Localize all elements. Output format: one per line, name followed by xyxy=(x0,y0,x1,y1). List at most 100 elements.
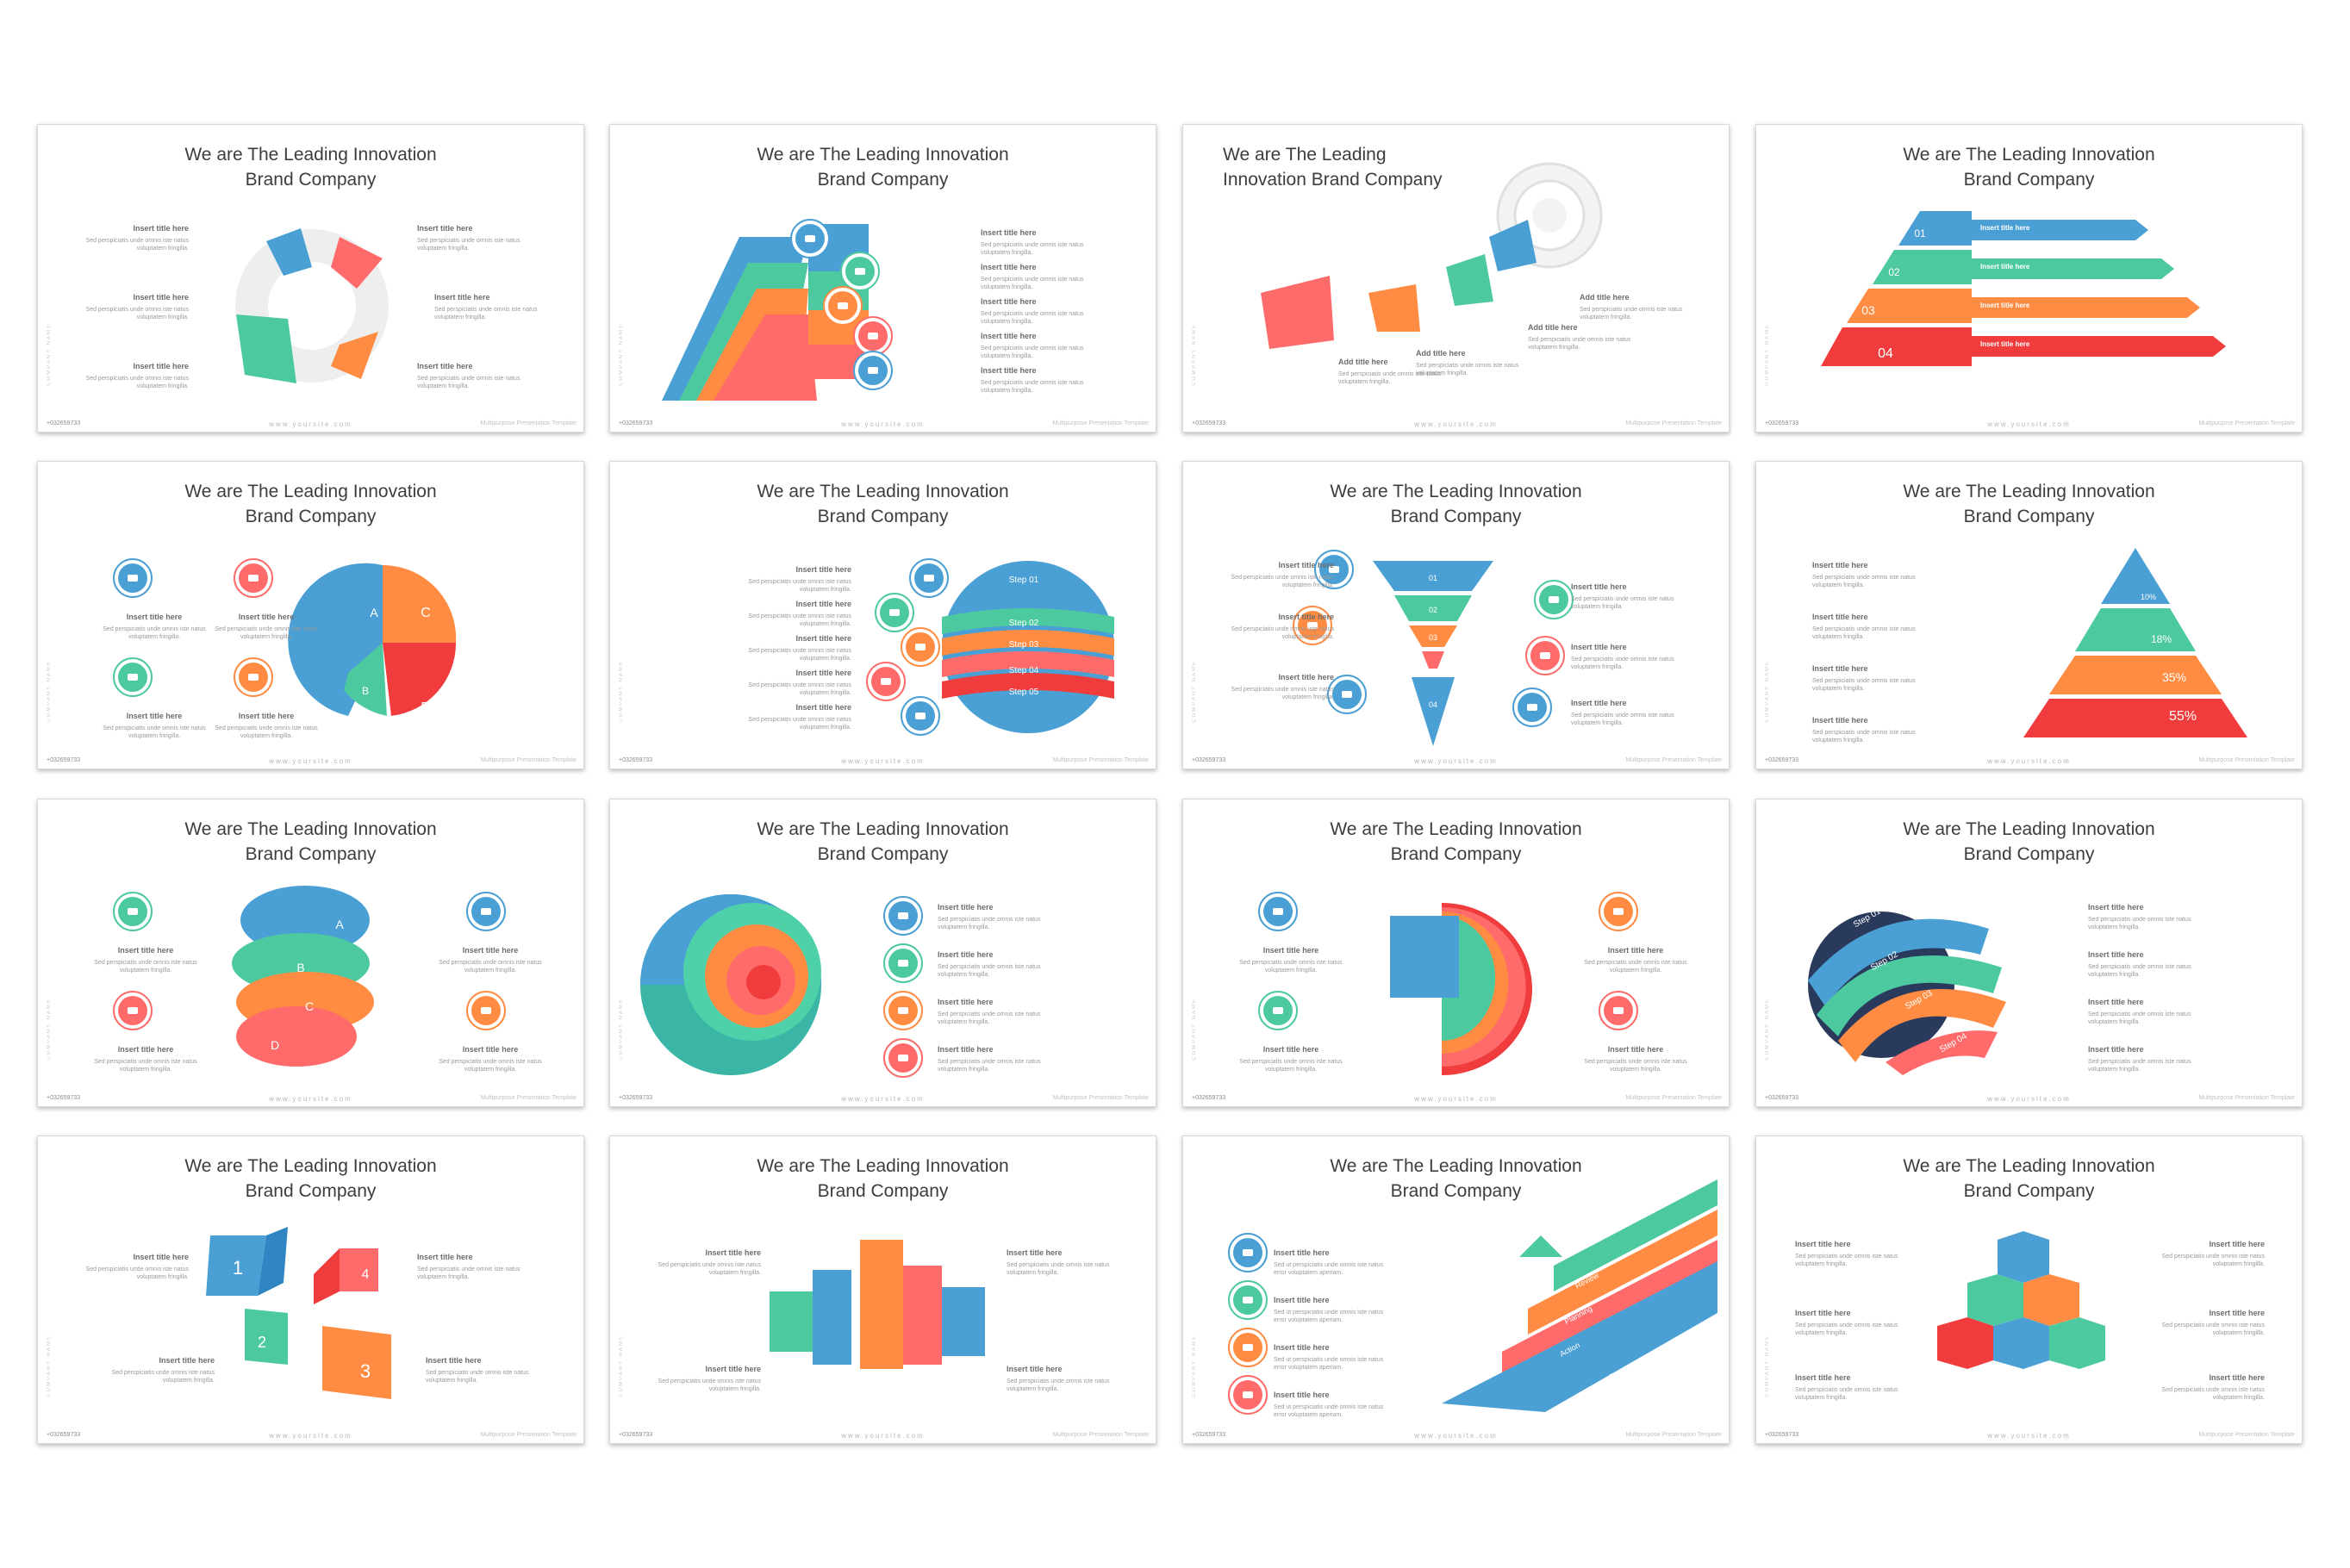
icon-1 xyxy=(113,892,153,931)
icon-2 xyxy=(1228,1280,1268,1320)
placeholder-title: Insert title here xyxy=(159,1356,215,1365)
slide-title: We are The Leading Innovation Brand Comp… xyxy=(1903,145,2155,190)
footer-template-name: Multipurpose Presentation Template xyxy=(1052,1432,1149,1438)
placeholder-text: Insert title here Sed perspiciatis unde o… xyxy=(1580,946,1692,974)
placeholder-title: Add title here xyxy=(1416,349,1466,358)
footer-url: www.yoursite.com xyxy=(1414,1095,1498,1103)
slide-thumbnail[interactable]: 01 02 03 04 We are The Leading Innovation B… xyxy=(1755,124,2303,432)
pct-18: 18% xyxy=(2151,633,2172,645)
placeholder-title: Insert title here xyxy=(126,613,183,621)
side-company-name: COMPANY NAME xyxy=(1192,323,1197,386)
icon-3 xyxy=(823,286,863,326)
slide-thumbnail[interactable]: Step 01 Step 02 Step 03 Step 04 We are The … xyxy=(1755,799,2303,1107)
slide-graphic xyxy=(1258,892,1638,1075)
placeholder-text: Insert title here Sed perspiciatis unde o… xyxy=(2088,950,2200,979)
icon-4 xyxy=(1228,1375,1268,1415)
side-company-name: COMPANY NAME xyxy=(1192,1335,1197,1397)
icon-5 xyxy=(853,351,893,390)
slide-thumbnail[interactable]: We are The Leading Innovation Brand Comp… xyxy=(1182,124,1730,432)
placeholder-body: Sed perspiciatis unde omnis iste natus v… xyxy=(417,238,520,252)
pct-35: 35% xyxy=(2162,670,2186,684)
slide-thumbnail[interactable]: A B C D We are The Leading Innovation Brand… xyxy=(37,461,584,769)
footer-id: +032659733 xyxy=(47,420,81,426)
icon-3 xyxy=(1228,1328,1268,1367)
placeholder-body: Sed perspiciatis unde omnis iste natus v… xyxy=(1580,307,1683,320)
placeholder-title: Insert title here xyxy=(117,1045,174,1054)
slide-title: We are The Leading Innovation Brand Comp… xyxy=(1903,819,2155,864)
icon-2 xyxy=(1293,606,1332,645)
slide-graphic xyxy=(1937,1231,2105,1369)
slide-thumbnail[interactable]: Review Planning Action Development We are T… xyxy=(1182,1136,1730,1444)
slide-thumbnail[interactable]: We are The Leading Innovation Brand Comp… xyxy=(1755,1136,2303,1444)
icon-1 xyxy=(909,558,949,598)
side-company-name: COMPANY NAME xyxy=(1192,660,1197,723)
footer-url: www.yoursite.com xyxy=(269,1432,352,1440)
slide-thumbnail[interactable]: We are The Leading Innovation Brand Comp… xyxy=(1182,799,1730,1107)
step-label-02: 02 xyxy=(1888,266,1900,278)
placeholder-body: Sed perspiciatis unde omnis iste natus v… xyxy=(2088,1059,2191,1073)
icon-2 xyxy=(875,593,914,632)
label-a: A xyxy=(370,606,378,619)
icon-1 xyxy=(113,558,153,598)
icon-1 xyxy=(1258,892,1298,931)
slide-graphic xyxy=(770,1240,985,1369)
label-b: B xyxy=(296,961,304,974)
side-company-name: COMPANY NAME xyxy=(1765,998,1770,1061)
placeholder-text: Insert title here Sed perspiciatis unde o… xyxy=(938,998,1050,1026)
target-arrows xyxy=(1261,162,1603,349)
slide-thumbnail[interactable]: We are The Leading Innovation Brand Comp… xyxy=(37,124,584,432)
placeholder-body: Sed perspiciatis unde omnis iste natus v… xyxy=(434,307,538,320)
placeholder-title: Insert title here xyxy=(434,293,490,302)
icon-4 xyxy=(883,1038,923,1078)
footer-id: +032659733 xyxy=(619,420,653,426)
slide-thumbnail[interactable]: 01 02 03 04 We are The Leading Innovation B… xyxy=(1182,461,1730,769)
step-3: Step 03 xyxy=(1009,640,1039,650)
placeholder-body: Sed perspiciatis unde omnis iste natus v… xyxy=(85,1266,189,1280)
placeholder-title: Insert title here xyxy=(1278,673,1334,681)
placeholder-body: Sed perspiciatis unde omnis iste natus v… xyxy=(1584,1059,1687,1073)
placeholder-text: Insert title here Sed perspiciatis unde o… xyxy=(1795,1373,1907,1402)
placeholder-text: Insert title here Sed perspiciatis unde o… xyxy=(2153,1309,2265,1337)
footer-template-name: Multipurpose Presentation Template xyxy=(480,1432,577,1438)
slide-graphic: A B C D xyxy=(113,886,506,1067)
placeholder-text: Insert title here Sed perspiciatis unde o… xyxy=(739,634,851,663)
slide-thumbnail[interactable]: We are The Leading Innovation Brand Comp… xyxy=(609,124,1156,432)
placeholder-title: Insert title here xyxy=(2088,998,2144,1006)
placeholder-body: Sed perspiciatis unde omnis iste natus v… xyxy=(1231,575,1334,588)
placeholder-body: Sed perspiciatis unde omnis iste natus v… xyxy=(658,1262,761,1276)
placeholder-title: Insert title here xyxy=(238,712,295,720)
slide-graphic: 01 02 03 04 xyxy=(1293,550,1574,746)
placeholder-body: Sed perspiciatis unde omnis iste natus v… xyxy=(417,1266,520,1280)
side-company-name: COMPANY NAME xyxy=(47,660,52,723)
footer-url: www.yoursite.com xyxy=(1414,1432,1498,1440)
placeholder-title: Insert title here xyxy=(981,366,1037,375)
slide-thumbnail[interactable]: We are The Leading Innovation Brand Comp… xyxy=(609,799,1156,1107)
slide-graphic: A B C D xyxy=(113,558,457,716)
slide-thumbnail[interactable]: Step 01 Step 02 Step 03 Step 04 Step 05 We a… xyxy=(609,461,1156,769)
placeholder-body: Sed perspiciatis unde omnis iste natus v… xyxy=(938,1059,1041,1073)
placeholder-body: Sed perspiciatis unde omnis iste natus v… xyxy=(748,613,851,627)
slide-title: We are The Leading Innovation Brand Comp… xyxy=(757,1156,1009,1201)
placeholder-title: Insert title here xyxy=(1274,1391,1330,1399)
slide-thumbnail[interactable]: 1 2 3 4 We are The Leading Innovation Brand… xyxy=(37,1136,584,1444)
slide-graphic xyxy=(662,219,893,401)
placeholder-title: Insert title here xyxy=(462,1045,519,1054)
icon-3 xyxy=(1327,675,1367,714)
placeholder-title: Insert title here xyxy=(795,565,851,574)
slide-graphic xyxy=(235,228,389,383)
placeholder-title: Insert title here xyxy=(2088,903,2144,912)
placeholder-body: Sed perspiciatis unde omnis iste natus v… xyxy=(748,648,851,662)
placeholder-title: Insert title here xyxy=(117,946,174,955)
placeholder-title: Insert title here xyxy=(1262,946,1319,955)
footer-url: www.yoursite.com xyxy=(269,420,352,428)
footer-template-name: Multipurpose Presentation Template xyxy=(480,757,577,763)
placeholder-text: Insert title here Sed perspiciatis unde o… xyxy=(1571,699,1683,727)
placeholder-text: Add title here Sed perspiciatis unde omni… xyxy=(1580,293,1692,321)
placeholder-title: Insert title here xyxy=(1274,1248,1330,1257)
slide-thumbnail[interactable]: A B C D We are The Leading Innovation Brand… xyxy=(37,799,584,1107)
placeholder-title: Insert title here xyxy=(795,600,851,608)
placeholder-title: Insert title here xyxy=(133,1253,189,1261)
placeholder-body: Sed perspiciatis unde omnis iste natus v… xyxy=(981,345,1084,359)
slide-thumbnail[interactable]: 10% 18% 35% 55% We are The Leading Innovati… xyxy=(1755,461,2303,769)
slide-thumbnail[interactable]: We are The Leading Innovation Brand Comp… xyxy=(609,1136,1156,1444)
